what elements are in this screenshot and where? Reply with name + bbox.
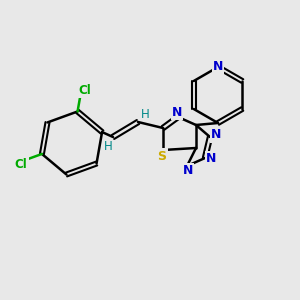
Text: Cl: Cl [79, 84, 92, 97]
Text: Cl: Cl [15, 158, 28, 171]
Text: N: N [213, 61, 223, 74]
Text: N: N [183, 164, 193, 178]
Text: H: H [141, 107, 149, 121]
Text: N: N [206, 152, 216, 166]
Text: N: N [211, 128, 221, 142]
Text: N: N [172, 106, 182, 118]
Text: S: S [158, 149, 166, 163]
Text: H: H [103, 140, 112, 152]
